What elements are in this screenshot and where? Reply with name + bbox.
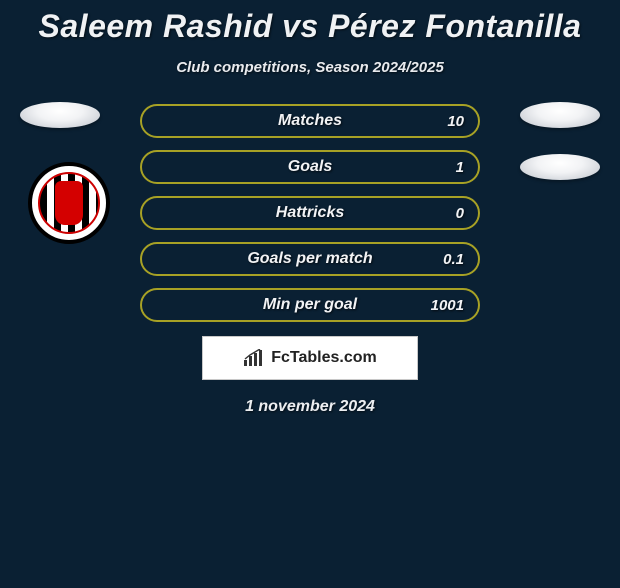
club-badge-left <box>28 162 110 244</box>
stat-value-right: 10 <box>447 113 464 130</box>
player-right-placeholder-1 <box>520 102 600 128</box>
brand-text: FcTables.com <box>271 349 377 367</box>
page-title: Saleem Rashid vs Pérez Fontanilla <box>0 8 620 45</box>
stat-row-min-per-goal: Min per goal 1001 <box>140 288 480 322</box>
stat-label: Hattricks <box>276 204 344 222</box>
stat-row-hattricks: Hattricks 0 <box>140 196 480 230</box>
brand-badge: FcTables.com <box>202 336 418 380</box>
stat-row-goals-per-match: Goals per match 0.1 <box>140 242 480 276</box>
stat-label: Matches <box>278 112 342 130</box>
page-subtitle: Club competitions, Season 2024/2025 <box>0 59 620 76</box>
footer-date: 1 november 2024 <box>0 398 620 416</box>
stat-label: Goals <box>288 158 332 176</box>
player-left-placeholder <box>20 102 100 128</box>
stat-value-right: 0.1 <box>443 251 464 268</box>
stat-row-goals: Goals 1 <box>140 150 480 184</box>
stat-row-matches: Matches 10 <box>140 104 480 138</box>
stat-value-right: 0 <box>456 205 464 222</box>
player-right-placeholder-2 <box>520 154 600 180</box>
club-badge-icon <box>28 162 110 244</box>
stat-label: Min per goal <box>263 296 357 314</box>
bar-chart-icon <box>243 349 265 367</box>
stat-label: Goals per match <box>247 250 372 268</box>
stat-value-right: 1 <box>456 159 464 176</box>
stat-value-right: 1001 <box>431 297 464 314</box>
stat-bars: Matches 10 Goals 1 Hattricks 0 Goals per… <box>140 104 480 322</box>
comparison-panel: Matches 10 Goals 1 Hattricks 0 Goals per… <box>0 104 620 416</box>
